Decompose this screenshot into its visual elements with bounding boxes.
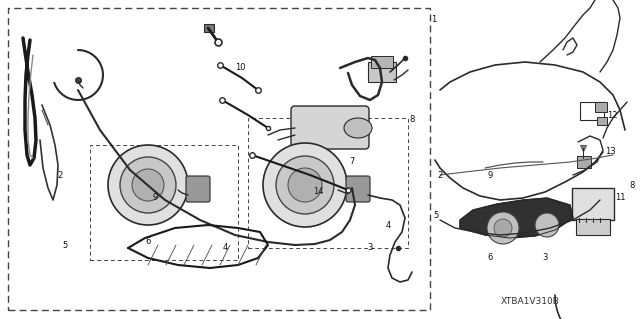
Text: 3: 3 bbox=[542, 254, 548, 263]
Bar bbox=[90, 145, 238, 260]
Circle shape bbox=[494, 219, 512, 237]
Bar bbox=[597, 117, 607, 125]
Text: 6: 6 bbox=[487, 254, 493, 263]
Bar bbox=[577, 156, 591, 168]
Circle shape bbox=[276, 156, 334, 214]
Circle shape bbox=[120, 157, 176, 213]
Circle shape bbox=[263, 143, 347, 227]
Text: 6: 6 bbox=[145, 238, 150, 247]
FancyBboxPatch shape bbox=[346, 176, 370, 202]
Text: 2: 2 bbox=[437, 170, 443, 180]
Bar bbox=[595, 102, 607, 112]
FancyBboxPatch shape bbox=[186, 176, 210, 202]
Bar bbox=[371, 56, 393, 68]
FancyBboxPatch shape bbox=[291, 106, 369, 149]
Text: 7: 7 bbox=[349, 158, 355, 167]
Circle shape bbox=[487, 212, 519, 244]
Text: 11: 11 bbox=[615, 194, 625, 203]
Text: 10: 10 bbox=[235, 63, 245, 72]
Circle shape bbox=[108, 145, 188, 225]
Text: 9: 9 bbox=[152, 194, 157, 203]
Bar bbox=[368, 62, 396, 82]
Text: 5: 5 bbox=[62, 241, 68, 249]
Polygon shape bbox=[460, 198, 573, 238]
Text: 8: 8 bbox=[629, 181, 635, 189]
Text: XTBA1V310B: XTBA1V310B bbox=[500, 298, 559, 307]
Text: 14: 14 bbox=[313, 188, 323, 197]
Text: 12: 12 bbox=[607, 110, 617, 120]
Text: 5: 5 bbox=[433, 211, 438, 219]
Text: 3: 3 bbox=[367, 243, 372, 253]
Circle shape bbox=[535, 213, 559, 237]
Bar bbox=[8, 8, 430, 310]
Bar bbox=[572, 188, 614, 220]
Text: 8: 8 bbox=[410, 115, 415, 124]
Bar bbox=[248, 118, 408, 248]
Bar bbox=[576, 219, 610, 235]
Circle shape bbox=[288, 168, 322, 202]
Circle shape bbox=[132, 169, 164, 201]
Bar bbox=[204, 24, 214, 32]
Ellipse shape bbox=[344, 118, 372, 138]
Text: 4: 4 bbox=[222, 243, 228, 253]
Text: 4: 4 bbox=[385, 220, 390, 229]
Text: 1: 1 bbox=[431, 16, 436, 25]
Text: 13: 13 bbox=[605, 147, 615, 157]
Text: 2: 2 bbox=[58, 170, 63, 180]
Text: 9: 9 bbox=[488, 170, 493, 180]
Bar bbox=[580, 102, 604, 120]
